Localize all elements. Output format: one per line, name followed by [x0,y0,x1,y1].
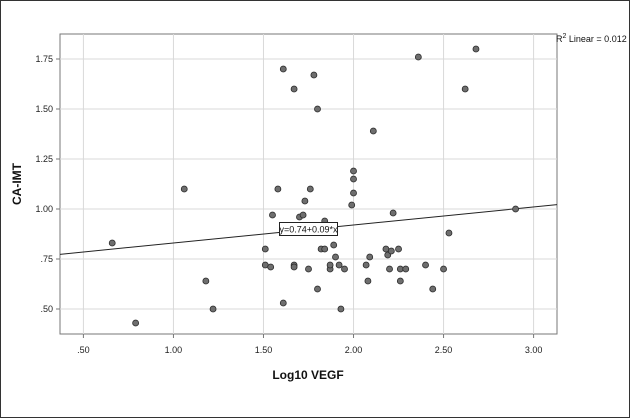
data-point [274,185,282,193]
data-point [310,71,318,79]
r-squared-value: Linear = 0.012 [566,34,626,44]
data-point [330,241,338,249]
data-point [279,65,287,73]
x-tick-label: 1.00 [165,345,183,355]
y-tick-label: 1.75 [35,54,53,64]
x-tick-label: .50 [77,345,90,355]
data-point [422,261,429,269]
data-point [362,261,370,269]
data-point [299,211,307,219]
data-point [301,197,309,205]
data-point [350,189,357,197]
data-point [332,253,339,261]
data-point [335,261,343,269]
data-point [445,229,453,237]
data-point [414,53,422,61]
y-tick-label: 1.25 [35,154,53,164]
data-point [364,277,372,285]
data-point [290,263,298,271]
y-axis-ticks: .50 .75 1.00 1.25 1.50 1.75 [35,54,60,314]
data-point [389,209,397,217]
data-point [326,261,334,269]
data-point [108,239,116,247]
data-points [108,45,519,327]
y-axis-title: CA-IMT [10,162,24,205]
data-point [267,263,275,271]
y-tick-label: 1.00 [35,204,53,214]
plot-area [59,33,558,335]
r-squared-prefix: R [556,34,563,44]
r-squared-label: R2 Linear = 0.012 [556,33,627,44]
data-point [429,285,437,293]
data-point [132,319,140,327]
data-point [348,201,356,209]
data-point [461,85,469,93]
data-point [395,245,402,253]
data-point [279,299,287,307]
data-point [321,245,329,253]
data-point [387,247,395,255]
data-point [366,253,374,261]
x-tick-label: 1.50 [255,345,273,355]
data-point [512,205,519,213]
data-point [337,305,345,313]
x-tick-label: 2.50 [435,345,453,355]
data-point [472,45,480,53]
x-tick-label: 2.00 [345,345,363,355]
y-tick-label: .50 [40,304,53,314]
x-axis-title: Log10 VEGF [272,368,343,382]
data-point [350,175,357,183]
data-point [290,85,298,93]
regression-equation: y=0.74+0.09*x [279,225,338,235]
data-point [396,277,404,285]
data-point [402,265,410,273]
data-point [314,105,321,113]
data-point [202,277,210,285]
data-point [305,265,312,273]
data-point [180,185,188,193]
equation-box-frame [279,222,338,236]
data-point [369,127,377,135]
y-tick-label: .75 [40,254,53,264]
x-axis-ticks: .50 1.00 1.50 2.00 2.50 3.00 [77,334,542,355]
y-tick-label: 1.50 [35,104,53,114]
data-point [209,305,217,313]
data-point [306,185,314,193]
data-point [386,265,393,273]
data-point [440,265,447,273]
data-point [261,245,269,253]
data-point [350,167,357,175]
x-tick-label: 3.00 [525,345,543,355]
grid-lines [60,34,557,334]
regression-equation-box: y=0.74+0.09*x [279,222,338,236]
r-squared-superscript: 2 [563,33,567,40]
data-point [341,265,348,273]
data-point [314,285,321,293]
data-point [269,211,276,219]
